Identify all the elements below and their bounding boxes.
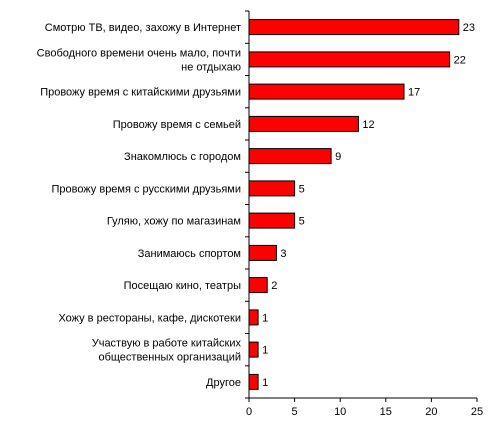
data-label: 23 [463,22,475,34]
x-tick-label: 15 [380,406,392,418]
data-label: 9 [335,151,341,163]
category-label: Знакомлюсь с городом [124,151,241,163]
category-label: Провожу время с русскими друзьями [51,183,241,195]
category-label: Провожу время с семьей [113,119,241,131]
bar [248,309,259,326]
data-label: 22 [454,54,466,66]
bar [248,115,359,132]
bar [248,277,268,294]
category-label: Свободного времени очень мало, почти [37,47,241,59]
x-tick-label: 20 [425,406,437,418]
data-label: 12 [362,119,374,131]
data-label: 17 [408,87,420,99]
data-label: 1 [262,345,268,357]
category-label: Смотрю ТВ, видео, захожу в Интернет [45,22,241,34]
category-label: Участвую в работе китайских [92,338,242,350]
data-label: 5 [299,216,305,228]
category-label: общественных организаций [98,352,241,364]
category-label: Провожу время с китайскими друзьями [40,87,241,99]
data-label: 1 [262,312,268,324]
category-label: Хожу в рестораны, кафе, дискотеки [58,312,241,324]
data-label: 1 [262,377,268,389]
x-tick-label: 5 [292,406,298,418]
bar [248,341,259,358]
x-tick-label: 10 [334,406,346,418]
bar [248,180,296,197]
bar [248,51,451,68]
x-tick-label: 0 [246,406,252,418]
bar [248,212,296,229]
data-label: 2 [271,280,277,292]
bar [248,83,405,100]
data-label: 5 [299,183,305,195]
x-tick-label: 25 [471,406,483,418]
category-label: Посещаю кино, театры [124,280,241,292]
data-label: 3 [280,248,286,260]
category-label: Гуляю, хожу по магазинам [107,216,241,228]
bar [248,148,332,165]
category-label: Занимаюсь спортом [138,248,241,260]
bar [248,373,259,390]
category-label: не отдыхаю [181,61,241,73]
category-label: Другое [206,377,241,389]
bar [248,19,460,36]
bar [248,244,277,261]
